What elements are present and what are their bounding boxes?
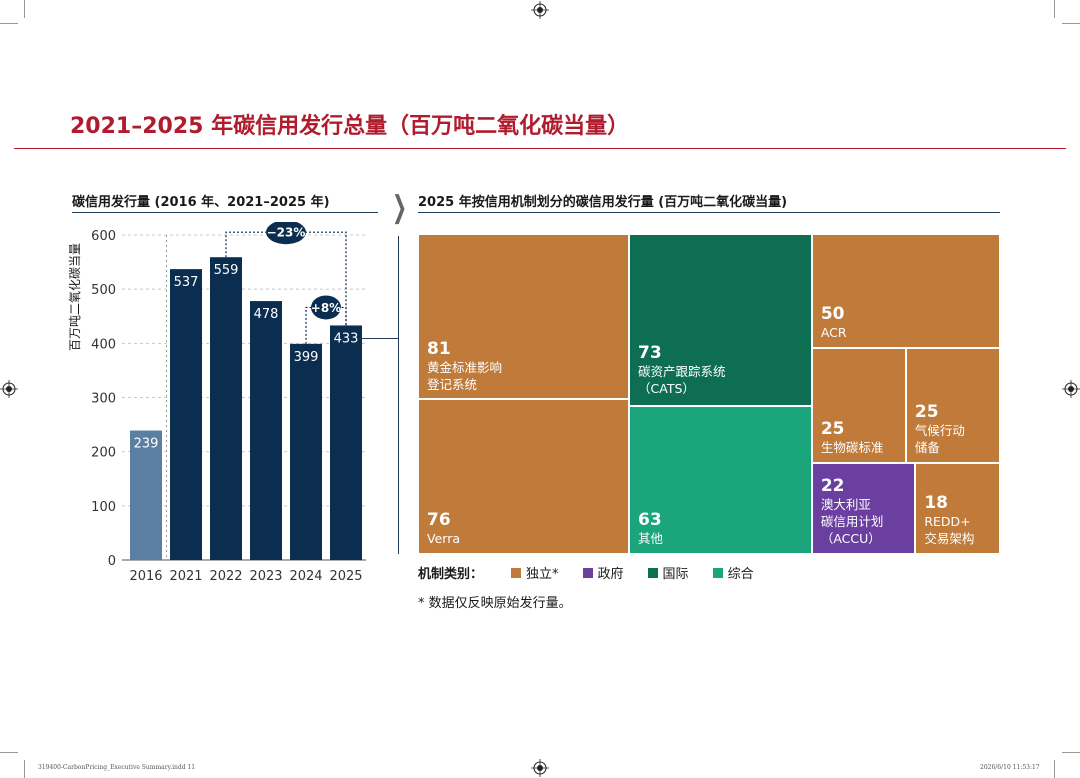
treemap-cell: 73 碳资产跟踪系统 （CATS） xyxy=(629,234,812,406)
data-label: 478 xyxy=(254,307,279,322)
legend-item-government: 政府 xyxy=(582,563,624,582)
data-label: 559 xyxy=(214,263,239,278)
cell-value: 81 xyxy=(427,339,451,359)
y-tick-label: 600 xyxy=(91,229,116,244)
legend-item-independent: 独立* xyxy=(511,563,559,582)
legend-item-composite: 综合 xyxy=(712,563,754,582)
y-tick-label: 500 xyxy=(91,283,116,298)
footer-file: 319400-CarbonPricing_Executive Summary.i… xyxy=(38,764,196,771)
legend-label: 政府 xyxy=(597,567,624,582)
cell-value: 22 xyxy=(820,475,845,496)
y-axis-label: 百万吨二氧化碳当量 xyxy=(68,243,82,351)
page-title: 2021–2025 年碳信用发行总量（百万吨二氧化碳当量） xyxy=(70,114,630,139)
y-tick-label: 0 xyxy=(108,554,116,569)
treemap-title: 2025 年按信用机制划分的碳信用发行量 (百万吨二氧化碳当量) xyxy=(418,195,788,210)
legend-swatch xyxy=(712,567,723,578)
bar-chart-title-rule xyxy=(72,212,378,213)
registration-mark-bottom xyxy=(531,759,549,777)
bar xyxy=(170,269,202,560)
y-tick-label: 100 xyxy=(91,500,116,515)
x-tick-label: 2022 xyxy=(209,569,242,584)
x-tick-label: 2023 xyxy=(249,569,282,584)
treemap-title-rule xyxy=(418,212,1000,213)
bar xyxy=(210,257,242,560)
title-divider xyxy=(14,148,1066,149)
cell-label: 黄金标准影响 登记系统 xyxy=(427,360,503,392)
x-tick-label: 2024 xyxy=(289,569,322,584)
cell-label: 生物碳标准 xyxy=(820,439,884,455)
change-label: −23% xyxy=(267,226,306,240)
y-tick-label: 400 xyxy=(91,337,116,352)
cell-label: 澳大利亚 碳信用计划 （ACCU） xyxy=(820,496,884,546)
bar xyxy=(250,301,282,560)
cell-label: REDD+ 交易架构 xyxy=(924,513,975,546)
data-label: 399 xyxy=(294,350,319,365)
treemap-cell: 63 其他 xyxy=(629,405,812,554)
cell-value: 18 xyxy=(924,492,948,513)
registration-mark-top xyxy=(531,1,549,19)
legend-title: 机制类别： xyxy=(418,567,484,582)
cell-label: ACR xyxy=(820,325,847,341)
treemap-cell: 18 REDD+ 交易架构 xyxy=(915,462,1000,554)
chevron-right-icon: ❯ xyxy=(392,190,408,225)
cell-label: 其他 xyxy=(638,530,664,546)
change-badge xyxy=(311,295,341,320)
bar-chart: 百万吨二氧化碳当量 0 100 200 300 400 500 600 239 2016 537… xyxy=(68,222,366,584)
legend-item-international: 国际 xyxy=(647,563,689,582)
legend-label: 国际 xyxy=(662,567,689,582)
cell-label: Verra xyxy=(427,530,460,546)
bar-chart-title: 碳信用发行量 (2016 年、2021–2025 年) xyxy=(72,195,330,210)
treemap-cell: 25 气候行动 储备 xyxy=(905,348,1000,463)
connector-line xyxy=(360,338,398,339)
registration-mark-left xyxy=(0,380,18,398)
y-tick-label: 200 xyxy=(91,446,116,461)
treemap-cell: 81 黄金标准影响 登记系统 xyxy=(418,234,630,400)
legend-swatch xyxy=(647,567,658,578)
legend-label: 综合 xyxy=(727,567,754,582)
treemap: 81 黄金标准影响 登记系统 76 Verra 73 碳资产跟踪系统 （CATS） 63 其他… xyxy=(418,234,1000,554)
cell-value: 25 xyxy=(914,401,939,422)
cell-value: 25 xyxy=(820,418,845,439)
data-label: 239 xyxy=(134,437,159,452)
bar xyxy=(290,343,322,560)
treemap-legend: 机制类别： 独立* 政府 国际 综合 xyxy=(418,563,766,582)
cell-label: 气候行动 储备 xyxy=(914,422,965,455)
data-label: 433 xyxy=(334,331,359,346)
x-tick-label: 2021 xyxy=(169,569,202,584)
footnote: * 数据仅反映原始发行量。 xyxy=(418,596,572,611)
cell-value: 50 xyxy=(820,304,845,325)
change-label: +8% xyxy=(311,301,341,315)
x-tick-label: 2016 xyxy=(129,569,162,584)
bar xyxy=(330,325,362,560)
x-tick-label: 2025 xyxy=(329,569,362,584)
registration-mark-right xyxy=(1062,380,1080,398)
bar xyxy=(130,430,162,560)
legend-swatch xyxy=(582,567,593,578)
cell-label: 碳资产跟踪系统 （CATS） xyxy=(638,364,726,396)
cell-value: 73 xyxy=(638,343,662,363)
change-badge xyxy=(266,222,306,245)
treemap-cell: 22 澳大利亚 碳信用计划 （ACCU） xyxy=(811,462,916,554)
treemap-cell: 76 Verra xyxy=(418,399,630,554)
y-tick-label: 300 xyxy=(91,392,116,407)
footer-timestamp: 2026/6/10 11:53:17 xyxy=(980,764,1040,771)
data-label: 537 xyxy=(174,275,199,290)
connector-bracket xyxy=(398,236,399,554)
cell-value: 76 xyxy=(427,509,451,530)
cell-value: 63 xyxy=(638,509,662,530)
legend-label: 独立* xyxy=(526,567,559,582)
legend-swatch xyxy=(511,567,522,578)
treemap-cell: 25 生物碳标准 xyxy=(811,348,906,463)
treemap-cell: 50 ACR xyxy=(811,234,1000,349)
